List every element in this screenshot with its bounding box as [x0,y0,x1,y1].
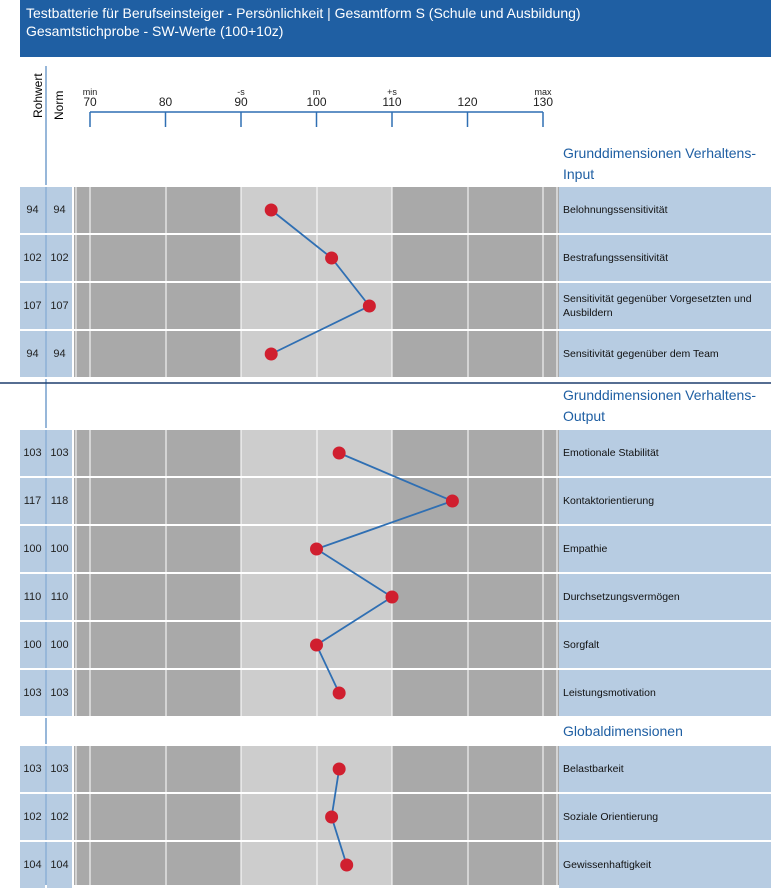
norm-cell: 103 [47,746,72,792]
norm-cell: 103 [47,670,72,716]
data-point [310,638,323,652]
rohwert-cell: 117 [20,478,45,524]
norm-cell: 94 [47,331,72,377]
data-point [385,590,399,604]
data-point [332,762,346,776]
norm-cell: 104 [47,842,72,888]
norm-cell: 107 [47,283,72,329]
rohwert-cell: 103 [20,746,45,792]
norm-cell: 103 [47,430,72,476]
profile-line [270,209,371,355]
rohwert-cell: 102 [20,794,45,840]
dimension-label: Kontaktorientierung [559,478,771,524]
data-point [340,858,354,872]
data-point [310,542,323,556]
norm-cell: 102 [47,235,72,281]
dimension-label: Leistungsmotivation [559,670,771,716]
norm-cell: 100 [47,526,72,572]
dimension-label: Belastbarkeit [559,746,771,792]
x-tick-marker: +s [387,87,397,97]
dimension-label: Belohnungssensitivität [559,187,771,233]
x-tick-label: 120 [457,95,478,109]
x-tick-label: 80 [158,95,173,109]
section-subtitle: Input [563,166,595,182]
x-tick-label: 110 [382,95,402,109]
x-tick-marker: min [82,87,98,97]
dimension-label: Sensitivität gegenüber dem Team [559,331,771,377]
section-subtitle: Output [563,408,606,424]
norm-cell: 94 [47,187,72,233]
report-subtitle: Gesamtstichprobe - SW-Werte (100+10z) [26,23,284,39]
x-tick-marker: max [534,87,552,97]
data-point [332,446,346,460]
data-point [264,203,278,217]
norm-cell: 118 [47,478,72,524]
data-point [332,686,346,700]
x-tick-marker: -s [237,87,245,97]
norm-cell: 102 [47,794,72,840]
section-title: Grunddimensionen Verhaltens- [563,387,757,403]
rohwert-cell: 110 [20,574,45,620]
data-point [325,810,339,824]
report-header: Testbatterie für Berufseinsteiger - Pers… [20,0,771,57]
x-tick-label: 100 [306,95,327,109]
report-title: Testbatterie für Berufseinsteiger - Pers… [26,5,581,21]
rohwert-cell: 94 [20,331,45,377]
norm-cell: 110 [47,574,72,620]
dimension-label: Sorgfalt [559,622,771,668]
dimension-label: Sensitivität gegenüber Vorgesetzten und … [559,283,771,329]
x-tick-marker: m [312,87,321,97]
rohwert-cell: 103 [20,430,45,476]
dimension-label: Empathie [559,526,771,572]
profile-line [314,452,455,694]
x-tick-label: 90 [234,95,248,109]
data-point [325,251,339,265]
rohwert-cell: 100 [20,526,45,572]
x-tick-label: 130 [532,95,554,109]
data-point [362,299,376,313]
rohwert-cell: 94 [20,187,45,233]
section-title: Grunddimensionen Verhaltens- [563,145,757,161]
rohwert-cell: 104 [20,842,45,888]
data-point [264,347,278,361]
x-tick-label: 70 [83,95,97,109]
dimension-label: Bestrafungssensitivität [559,235,771,281]
dimension-label: Durchsetzungsvermögen [559,574,771,620]
rohwert-cell: 100 [20,622,45,668]
norm-cell: 100 [47,622,72,668]
rohwert-cell: 107 [20,283,45,329]
rohwert-cell: 102 [20,235,45,281]
dimension-label: Soziale Orientierung [559,794,771,840]
rohwert-cell: 103 [20,670,45,716]
dimension-label: Gewissenhaftigkeit [559,842,771,888]
section-title: Globaldimensionen [563,723,683,739]
dimension-label: Emotionale Stabilität [559,430,771,476]
data-point [445,494,459,508]
